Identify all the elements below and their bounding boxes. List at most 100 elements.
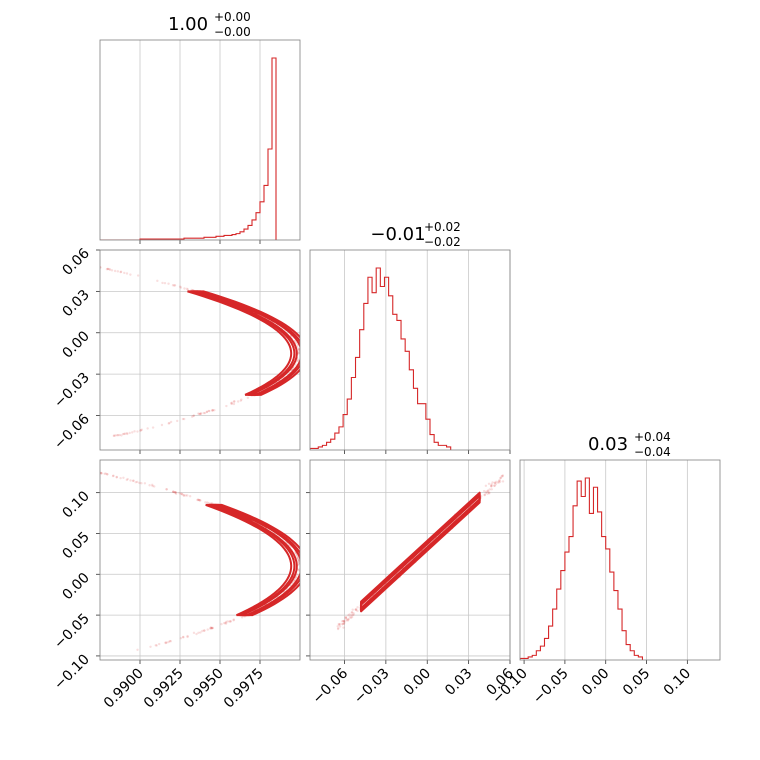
- scatter-point: [232, 402, 236, 406]
- scatter-point: [483, 493, 486, 497]
- scatter-point: [167, 640, 170, 644]
- scatter-point: [195, 632, 198, 636]
- scatter-point: [297, 348, 300, 352]
- scatter-point: [497, 481, 501, 484]
- x-tick-label: 0.9925: [141, 666, 187, 712]
- scatter-point: [108, 268, 112, 271]
- scatter-point: [188, 495, 192, 498]
- x-tick-label: −0.03: [351, 666, 393, 708]
- panel-title-upper: +0.04: [634, 430, 671, 444]
- scatter-point: [203, 411, 207, 415]
- scatter-point: [121, 432, 125, 436]
- scatter-point: [44, 254, 46, 256]
- scatter-point: [41, 255, 43, 257]
- scatter-point: [199, 412, 203, 415]
- scatter-point: [297, 558, 300, 561]
- scatter-point: [192, 414, 196, 417]
- scatter-point: [298, 350, 300, 354]
- scatter-point: [106, 473, 109, 476]
- scatter-point: [87, 469, 89, 471]
- scatter-point: [229, 620, 232, 623]
- scatter-point: [207, 501, 210, 505]
- scatter-point: [488, 492, 491, 495]
- scatter-point: [173, 284, 177, 287]
- scatter-point: [210, 626, 214, 630]
- scatter-point: [160, 423, 164, 427]
- scatter-point: [354, 608, 358, 611]
- scatter-point: [483, 489, 486, 493]
- scatter-point: [140, 428, 143, 431]
- scatter-point: [297, 559, 300, 563]
- scatter-point: [113, 269, 117, 273]
- scatter-point: [485, 490, 488, 493]
- scatter-point: [197, 412, 200, 415]
- scatter-point: [123, 271, 126, 275]
- panel-title-upper: +0.02: [424, 220, 461, 234]
- scatter-point: [338, 623, 341, 626]
- scatter-point: [297, 347, 300, 351]
- x-tick-label: 0.9950: [181, 666, 227, 712]
- scatter-point: [125, 478, 129, 482]
- scatter-point: [298, 348, 300, 351]
- scatter-point: [174, 492, 178, 495]
- y-tick-label: −0.05: [51, 611, 93, 653]
- scatter-point: [205, 410, 209, 414]
- scatter-point: [295, 556, 299, 560]
- scatter-point: [351, 613, 354, 617]
- scatter-point: [180, 492, 183, 495]
- scatter-point: [151, 426, 155, 429]
- scatter-point: [171, 284, 175, 287]
- scatter-point: [174, 491, 177, 494]
- scatter-point: [337, 626, 340, 630]
- scatter-point: [211, 626, 214, 630]
- scatter-point: [113, 434, 116, 437]
- scatter-point: [122, 432, 126, 436]
- panel-title-value: 0.03: [588, 434, 628, 455]
- scatter-point: [348, 615, 352, 619]
- scatter-point: [343, 620, 346, 623]
- scatter-point: [172, 490, 175, 493]
- scatter-point: [346, 619, 350, 622]
- y-tick-label: −0.06: [51, 411, 93, 453]
- scatter-point: [294, 341, 298, 345]
- scatter-point: [54, 257, 56, 259]
- scatter-point: [296, 359, 300, 363]
- scatter-point: [209, 627, 213, 630]
- scatter-point: [344, 616, 347, 620]
- scatter-point: [134, 481, 137, 484]
- panel-title-upper: +0.00: [214, 10, 251, 24]
- scatter-point: [180, 492, 184, 496]
- scatter-point: [136, 480, 139, 484]
- histogram-panel-1: [309, 249, 511, 454]
- scatter-point: [60, 258, 62, 260]
- scatter-point: [182, 636, 185, 639]
- scatter-point: [487, 482, 491, 485]
- scatter-point: [298, 568, 300, 571]
- panel-title-lower: −0.00: [214, 25, 251, 39]
- scatter-point: [297, 358, 300, 362]
- scatter-point: [302, 561, 304, 563]
- axes-frame: [99, 459, 301, 661]
- scatter-point: [232, 619, 235, 622]
- scatter-point: [498, 480, 502, 483]
- scatter-point: [136, 648, 139, 651]
- scatter-point: [240, 398, 243, 401]
- scatter-point: [132, 479, 135, 482]
- scatter-point: [210, 627, 213, 630]
- scatter-point: [202, 411, 205, 415]
- scatter-point: [105, 268, 109, 271]
- scatter-point: [341, 622, 344, 626]
- scatter-point: [183, 287, 186, 290]
- scatter-point: [106, 267, 109, 271]
- scatter-point: [348, 613, 351, 616]
- scatter-point: [81, 467, 83, 469]
- scatter-point: [230, 401, 234, 404]
- scatter-point: [490, 483, 493, 486]
- histogram-series-0: [100, 57, 277, 240]
- scatter-point: [300, 569, 302, 571]
- scatter-point: [213, 409, 216, 412]
- scatter-point: [297, 351, 300, 355]
- scatter-point: [133, 430, 136, 433]
- scatter-point: [116, 433, 119, 437]
- scatter-point: [47, 255, 49, 257]
